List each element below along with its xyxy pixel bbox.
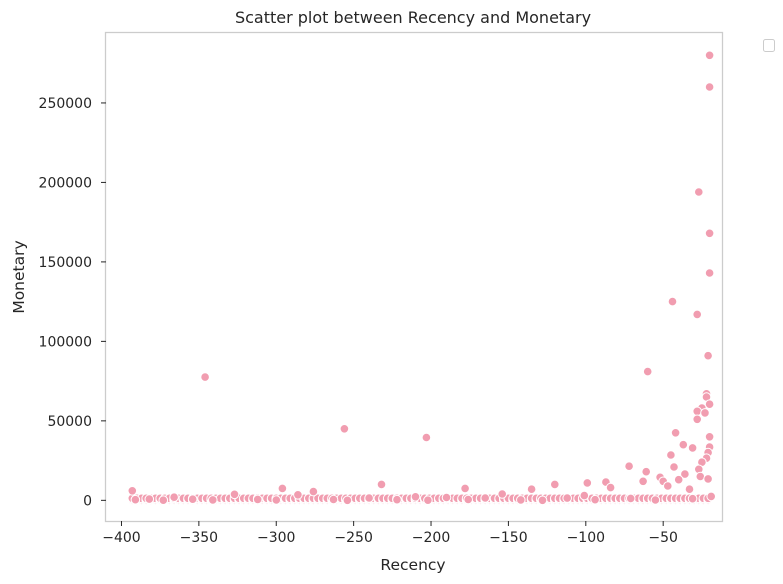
data-point — [687, 493, 698, 504]
x-tick-label: −150 — [489, 530, 527, 546]
data-point — [624, 461, 634, 472]
x-axis: −400 −350 −300 −250 −200 −150 −100 −50 — [102, 521, 678, 546]
data-point — [687, 443, 698, 453]
data-point — [308, 486, 319, 497]
data-point — [703, 350, 713, 361]
data-point — [441, 492, 452, 503]
data-point — [605, 482, 616, 493]
data-point — [704, 50, 715, 61]
data-point — [700, 408, 710, 418]
data-point — [670, 428, 681, 438]
x-tick-label: −250 — [334, 530, 372, 546]
data-point — [667, 296, 678, 307]
data-point — [579, 490, 590, 501]
x-tick-label: −300 — [257, 530, 295, 546]
x-tick-label: −50 — [648, 530, 678, 546]
data-point — [692, 309, 703, 320]
data-point — [692, 414, 703, 425]
data-point — [680, 469, 690, 479]
data-point — [641, 466, 652, 477]
data-point — [650, 495, 661, 505]
data-point — [423, 495, 433, 506]
data-point — [364, 493, 374, 503]
data-point — [460, 483, 470, 494]
data-point — [339, 424, 350, 434]
data-point — [582, 478, 593, 488]
y-tick-label: 100000 — [39, 334, 92, 350]
data-point — [169, 492, 179, 503]
data-point — [678, 439, 689, 450]
data-point — [706, 491, 717, 502]
data-point — [229, 489, 240, 500]
data-point — [704, 228, 715, 239]
data-point — [590, 494, 600, 505]
data-point — [328, 494, 339, 505]
data-point — [127, 486, 138, 496]
data-point — [376, 479, 387, 490]
y-axis: 0 50000 100000 150000 200000 250000 — [39, 96, 106, 509]
legend-box — [763, 39, 775, 52]
x-tick-label: −100 — [567, 530, 605, 546]
data-point — [642, 366, 653, 377]
data-point — [704, 432, 715, 442]
data-point — [663, 481, 673, 491]
data-point — [537, 495, 548, 506]
data-point — [293, 490, 303, 500]
data-point — [130, 494, 141, 505]
data-point — [463, 494, 474, 505]
data-point — [342, 495, 353, 506]
data-point — [158, 495, 169, 506]
x-axis-label: Recency — [380, 556, 445, 574]
data-point — [684, 484, 695, 495]
data-point — [526, 484, 537, 495]
data-point — [421, 432, 432, 443]
data-point — [516, 495, 526, 505]
data-point — [704, 399, 715, 410]
y-tick-label: 150000 — [39, 255, 92, 271]
chart-title: Scatter plot between Recency and Monetar… — [235, 8, 591, 27]
data-point — [144, 494, 155, 504]
data-point — [187, 494, 198, 505]
data-point — [252, 494, 263, 505]
data-point — [497, 489, 508, 499]
y-tick-label: 250000 — [39, 96, 92, 112]
y-tick-label: 0 — [83, 493, 92, 509]
y-tick-label: 200000 — [39, 175, 92, 191]
data-point — [200, 372, 210, 382]
data-point — [271, 495, 282, 505]
data-point — [673, 474, 684, 485]
data-point — [704, 268, 715, 278]
data-point — [704, 82, 715, 92]
data-point — [562, 493, 573, 503]
data-point — [695, 471, 706, 482]
x-tick-label: −350 — [180, 530, 218, 546]
data-point — [480, 493, 491, 503]
data-point — [625, 493, 636, 504]
y-axis-label: Monetary — [10, 240, 28, 313]
x-tick-label: −200 — [412, 530, 450, 546]
data-point — [277, 483, 288, 494]
data-point — [669, 462, 679, 472]
data-point — [692, 406, 703, 417]
points-layer — [127, 50, 717, 506]
data-point — [410, 492, 421, 502]
data-point — [550, 479, 560, 490]
plot-frame — [104, 31, 724, 523]
data-point — [703, 474, 713, 484]
data-point — [208, 495, 218, 505]
y-tick-label: 50000 — [47, 414, 92, 430]
data-point — [694, 187, 704, 197]
data-point — [638, 476, 648, 487]
data-point — [392, 494, 402, 505]
data-point — [666, 450, 676, 460]
x-tick-label: −400 — [102, 530, 140, 546]
